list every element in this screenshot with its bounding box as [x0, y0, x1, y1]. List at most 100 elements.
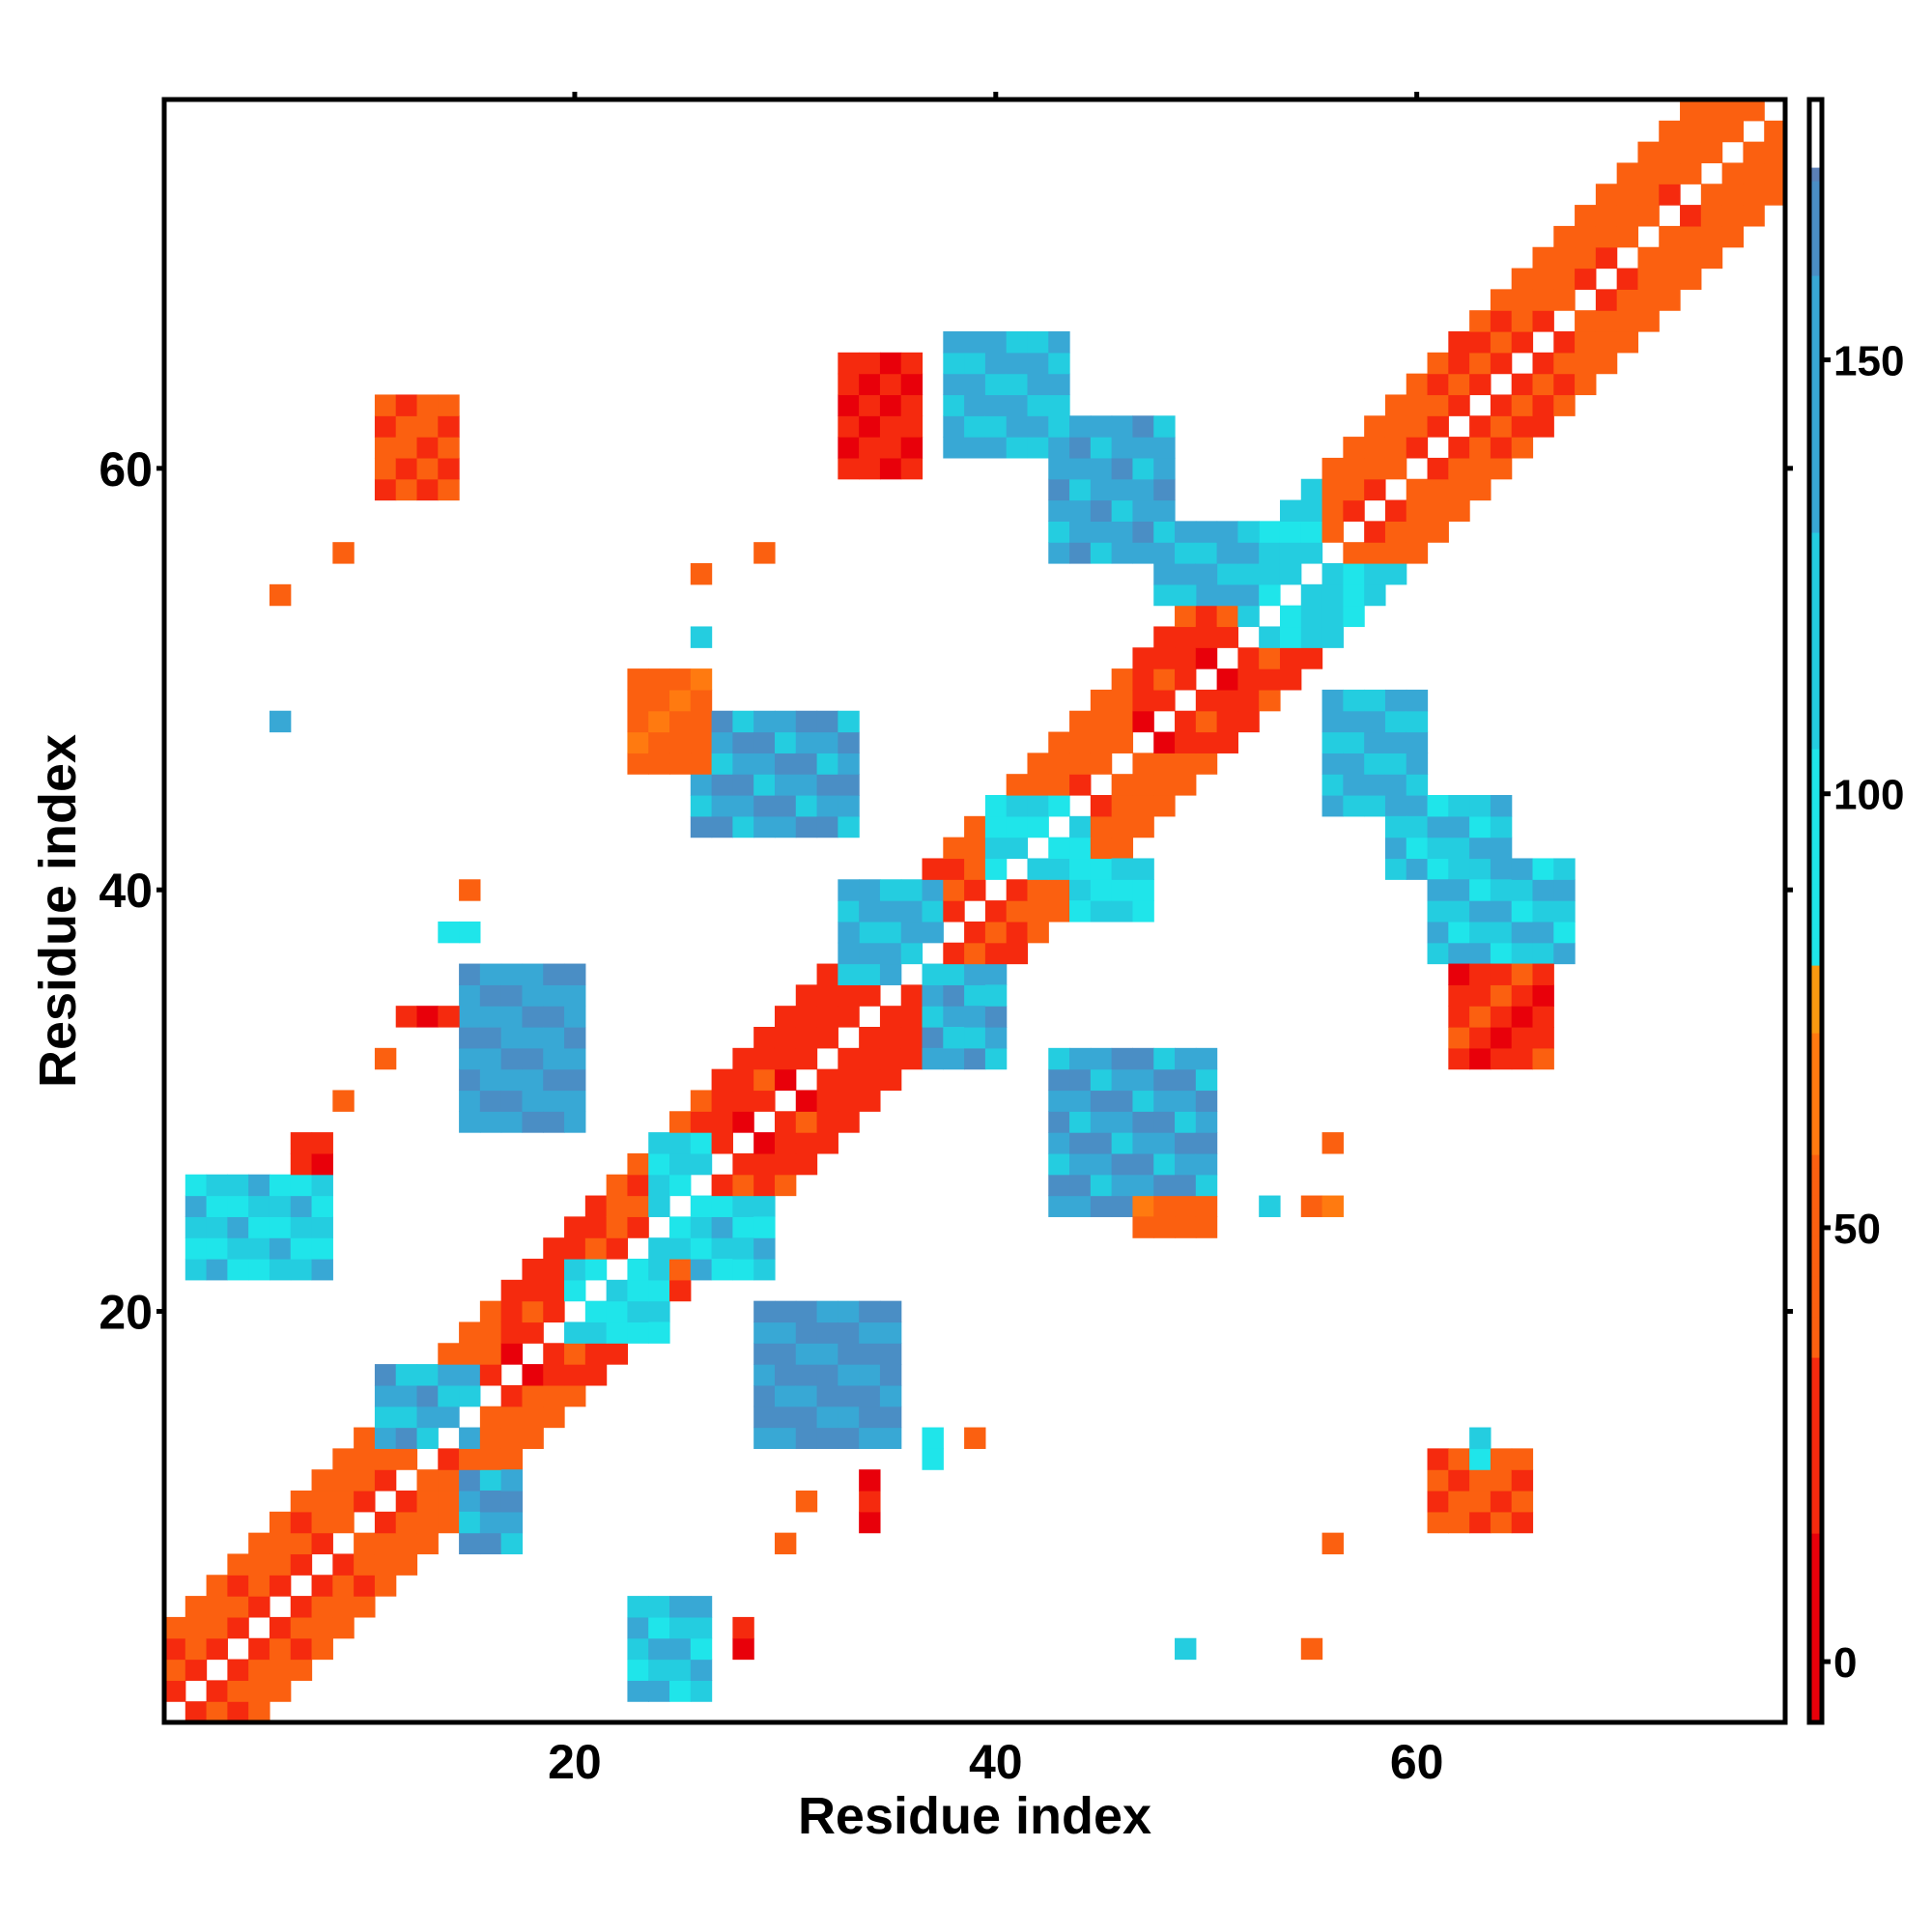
- heatmap-cell: [395, 1006, 418, 1028]
- heatmap-cell: [227, 1616, 249, 1639]
- heatmap-cell: [900, 457, 923, 480]
- heatmap-cell: [690, 1111, 713, 1133]
- heatmap-cell: [669, 731, 692, 753]
- heatmap-cell: [627, 710, 649, 733]
- colorbar-segment: [1809, 1344, 1822, 1358]
- heatmap-cell: [753, 731, 776, 753]
- heatmap-cell: [1511, 1027, 1534, 1049]
- heatmap-cell: [753, 1152, 776, 1176]
- heatmap-cell: [269, 1532, 292, 1555]
- heatmap-cell: [838, 437, 860, 459]
- heatmap-cell: [795, 1491, 818, 1513]
- heatmap-cell: [816, 1132, 838, 1154]
- heatmap-cell: [354, 1596, 376, 1618]
- heatmap-cell: [311, 1469, 333, 1492]
- colorbar-segment: [1809, 99, 1822, 114]
- heatmap-cell: [1427, 900, 1449, 923]
- heatmap-cell: [816, 731, 838, 753]
- heatmap-cell: [1132, 415, 1154, 438]
- heatmap-cell: [669, 1659, 692, 1681]
- heatmap-cell: [984, 352, 1008, 375]
- heatmap-cell: [248, 1701, 270, 1723]
- heatmap-cell: [606, 1279, 629, 1302]
- heatmap-cell: [900, 352, 923, 375]
- heatmap-cell: [438, 415, 460, 438]
- heatmap-cell: [1111, 1047, 1134, 1070]
- heatmap-cell: [1090, 521, 1113, 543]
- heatmap-cell: [248, 1195, 270, 1217]
- colorbar-segment: [1809, 1330, 1822, 1345]
- heatmap-cell: [1406, 858, 1429, 880]
- heatmap-cell: [879, 1300, 902, 1323]
- heatmap-cell: [1259, 542, 1281, 564]
- heatmap-cell: [1111, 1132, 1134, 1154]
- heatmap-cell: [1490, 837, 1513, 860]
- heatmap-cell: [1448, 900, 1470, 923]
- heatmap-cell: [1637, 141, 1660, 164]
- heatmap-cell: [1132, 774, 1154, 796]
- colorbar-segment: [1809, 532, 1822, 547]
- heatmap-cell: [459, 1427, 481, 1449]
- heatmap-cell: [816, 1384, 838, 1407]
- colorbar-segment: [1809, 1006, 1822, 1020]
- heatmap-cell: [964, 879, 986, 901]
- heatmap-cell: [900, 373, 923, 396]
- colorbar-segment: [1809, 1574, 1822, 1588]
- heatmap-cell: [1069, 1152, 1092, 1176]
- heatmap-cell: [416, 415, 439, 438]
- heatmap-cell: [1343, 563, 1365, 585]
- heatmap-cell: [1111, 499, 1134, 522]
- heatmap-cell: [900, 942, 923, 965]
- heatmap-cell: [753, 1132, 776, 1154]
- colorbar-segment: [1809, 695, 1822, 709]
- heatmap-cell: [584, 1237, 608, 1260]
- heatmap-cell: [206, 1701, 228, 1723]
- heatmap-cell: [1132, 710, 1154, 733]
- heatmap-cell: [290, 1237, 313, 1260]
- heatmap-cell: [627, 1174, 649, 1197]
- heatmap-cell: [669, 1132, 692, 1154]
- heatmap-cell: [1111, 900, 1134, 923]
- heatmap-cell: [1195, 753, 1218, 775]
- heatmap-cell: [690, 1659, 713, 1681]
- heatmap-cell: [1616, 205, 1639, 227]
- heatmap-cell: [1132, 1174, 1154, 1197]
- heatmap-cell: [711, 1237, 733, 1260]
- heatmap-cell: [269, 583, 292, 607]
- colorbar-segment: [1809, 438, 1822, 452]
- heatmap-cell: [1175, 605, 1197, 628]
- heatmap-cell: [984, 858, 1008, 880]
- heatmap-cell: [1259, 626, 1281, 648]
- heatmap-cell: [1259, 563, 1281, 585]
- heatmap-cell: [1469, 1491, 1492, 1513]
- heatmap-cell: [1090, 1195, 1113, 1217]
- heatmap-cell: [206, 1680, 228, 1702]
- heatmap-cell: [1006, 815, 1029, 838]
- heatmap-cell: [1216, 583, 1238, 607]
- heatmap-cell: [1511, 310, 1534, 332]
- heatmap-cell: [374, 1364, 397, 1386]
- heatmap-cell: [753, 542, 776, 564]
- heatmap-cell: [711, 1174, 733, 1197]
- heatmap-cell: [248, 1659, 270, 1681]
- heatmap-cell: [564, 1259, 586, 1281]
- colorbar-segment: [1809, 559, 1822, 574]
- heatmap-cell: [584, 1259, 608, 1281]
- heatmap-cell: [1090, 731, 1113, 753]
- heatmap-cell: [459, 1006, 481, 1028]
- heatmap-cell: [732, 1152, 754, 1176]
- heatmap-cell: [522, 1364, 544, 1386]
- heatmap-cell: [354, 1469, 376, 1492]
- heatmap-cell: [1364, 731, 1386, 753]
- heatmap-cell: [690, 689, 713, 712]
- x-tick-label: 40: [969, 1735, 1023, 1789]
- heatmap-cell: [922, 879, 944, 901]
- heatmap-cell: [1195, 583, 1218, 607]
- heatmap-cell: [1153, 478, 1176, 501]
- heatmap-cell: [1153, 1111, 1176, 1133]
- heatmap-cell: [627, 1616, 649, 1639]
- heatmap-cell: [1343, 605, 1365, 628]
- heatmap-cell: [1427, 415, 1449, 438]
- heatmap-cell: [311, 1511, 333, 1534]
- heatmap-cell: [606, 1343, 629, 1365]
